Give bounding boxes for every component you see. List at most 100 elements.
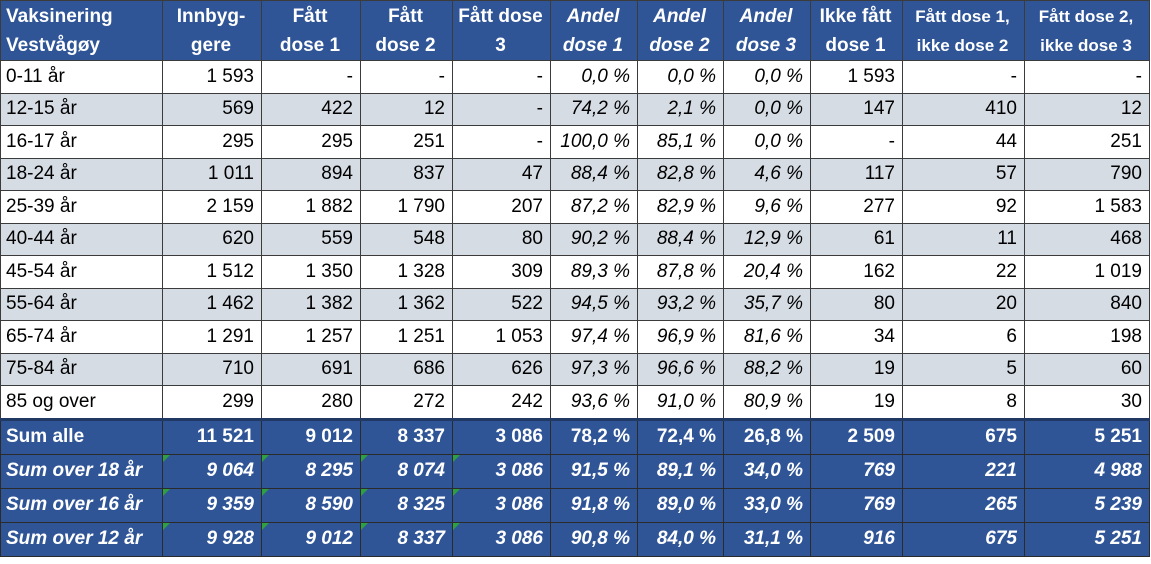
error-indicator-icon	[453, 489, 460, 496]
table-cell: 548	[360, 222, 453, 256]
total-cell: 3 086	[452, 417, 551, 455]
total-value: 9 359	[206, 494, 254, 515]
table-cell: 90,2 %	[550, 222, 638, 256]
total-value: 5 239	[1094, 494, 1142, 515]
header-line: ikke dose 2	[916, 36, 1009, 55]
total-cell: 2 509	[810, 417, 903, 455]
total-value: Sum over 16 år	[6, 494, 143, 515]
header-line: Fått dose	[458, 6, 543, 27]
table-cell: 559	[261, 222, 361, 256]
table-cell: 35,7 %	[723, 287, 811, 321]
table-cell: 277	[810, 190, 903, 224]
table-cell: 1 462	[162, 287, 262, 321]
total-row: Sum over 18 år 9 064 8 295 8 074 3 086 91,5 %…	[0, 453, 1150, 489]
table-cell: 626	[452, 352, 551, 386]
row-label: 0-11 år	[0, 60, 163, 94]
table-cell: 242	[452, 385, 551, 420]
table-cell: 20	[902, 287, 1025, 321]
table-cell: 11	[902, 222, 1025, 256]
total-value: 8 590	[305, 494, 353, 515]
table-cell: 0,0 %	[723, 92, 811, 126]
table-cell: 12	[360, 92, 453, 126]
table-cell: 2,1 %	[637, 92, 724, 126]
header-line: Fått dose 2,	[1038, 7, 1134, 26]
row-label: 75-84 år	[0, 352, 163, 386]
table-cell: 97,3 %	[550, 352, 638, 386]
table-cell: 1 328	[360, 255, 453, 289]
table-cell: 1 291	[162, 320, 262, 354]
total-value: 90,8 %	[570, 528, 630, 549]
total-value: 2 509	[847, 426, 895, 447]
row-label: 12-15 år	[0, 92, 163, 126]
table-cell: 91,0 %	[637, 385, 724, 420]
table-cell: 1 053	[452, 320, 551, 354]
table-cell: 93,2 %	[637, 287, 724, 321]
total-value: Sum over 18 år	[6, 460, 143, 481]
table-cell: -	[261, 60, 361, 94]
table-cell: 1 882	[261, 190, 361, 224]
table-cell: 88,2 %	[723, 352, 811, 386]
table-row: 0-11 år 1 593- - -0,0 % 0,0 % 0,0 % 1 593- -	[0, 60, 1150, 94]
table-cell: 295	[261, 125, 361, 159]
table-cell: -	[452, 92, 551, 126]
table-cell: 0,0 %	[723, 125, 811, 159]
table-cell: 1 251	[360, 320, 453, 354]
table-row: 45-54 år 1 512 1 350 1 328 309 89,3 % 87,8 % 20…	[0, 255, 1150, 289]
total-value: 34,0 %	[743, 460, 803, 481]
total-value: 3 086	[495, 528, 543, 549]
table-cell: 80	[452, 222, 551, 256]
total-cell: 89,0 %	[637, 487, 724, 523]
table-cell: 1 257	[261, 320, 361, 354]
table-cell: 1 019	[1024, 255, 1150, 289]
total-value: 8 074	[397, 460, 445, 481]
table-cell: 9,6 %	[723, 190, 811, 224]
header-line: Vaksinering	[6, 6, 113, 27]
table-cell: 1 382	[261, 287, 361, 321]
total-value: 8 325	[397, 494, 445, 515]
header-vaccination-area: Vaksinering Vestvågøy	[0, 0, 163, 61]
table-cell: 620	[162, 222, 262, 256]
table-cell: 57	[902, 157, 1025, 191]
row-label: 25-39 år	[0, 190, 163, 224]
table-cell: 410	[902, 92, 1025, 126]
table-cell: 840	[1024, 287, 1150, 321]
total-cell: 675	[902, 521, 1025, 557]
total-row: Sum over 12 år 9 928 9 012 8 337 3 086 90,8 %…	[0, 521, 1150, 557]
total-value: 769	[863, 494, 895, 515]
table-cell: 87,2 %	[550, 190, 638, 224]
total-cell: 31,1 %	[723, 521, 811, 557]
table-cell: 80,9 %	[723, 385, 811, 420]
error-indicator-icon	[453, 455, 460, 462]
total-value: 5 251	[1094, 426, 1142, 447]
table-cell: 100,0 %	[550, 125, 638, 159]
error-indicator-icon	[361, 455, 368, 462]
table-cell: 81,6 %	[723, 320, 811, 354]
table-cell: 309	[452, 255, 551, 289]
header-line: Fått	[292, 6, 328, 27]
header-line: 3	[495, 35, 506, 56]
total-cell: 916	[810, 521, 903, 557]
table-cell: 1 790	[360, 190, 453, 224]
table-cell: 198	[1024, 320, 1150, 354]
table-cell: 22	[902, 255, 1025, 289]
table-cell: 1 583	[1024, 190, 1150, 224]
table-cell: 87,8 %	[637, 255, 724, 289]
table-cell: 80	[810, 287, 903, 321]
table-cell: 1 593	[162, 60, 262, 94]
table-cell: 569	[162, 92, 262, 126]
table-cell: 691	[261, 352, 361, 386]
total-cell: 9 359	[162, 487, 262, 523]
total-cell: 90,8 %	[550, 521, 638, 557]
header-line: dose 3	[735, 35, 797, 56]
table-row: 85 og over 299 280 272 242 93,6 % 91,0 % 80,9 %…	[0, 385, 1150, 420]
header-line: Andel	[566, 6, 620, 27]
table-cell: 272	[360, 385, 453, 420]
table-cell: 47	[452, 157, 551, 191]
header-share-dose-3: Andel dose 3	[723, 0, 811, 61]
table-row: 40-44 år 620 559 548 80 90,2 % 88,4 % 12,9 % 61 1…	[0, 222, 1150, 256]
table-cell: 710	[162, 352, 262, 386]
total-cell: 8 590	[261, 487, 361, 523]
table-cell: 0,0 %	[550, 60, 638, 94]
total-cell: 8 295	[261, 453, 361, 489]
